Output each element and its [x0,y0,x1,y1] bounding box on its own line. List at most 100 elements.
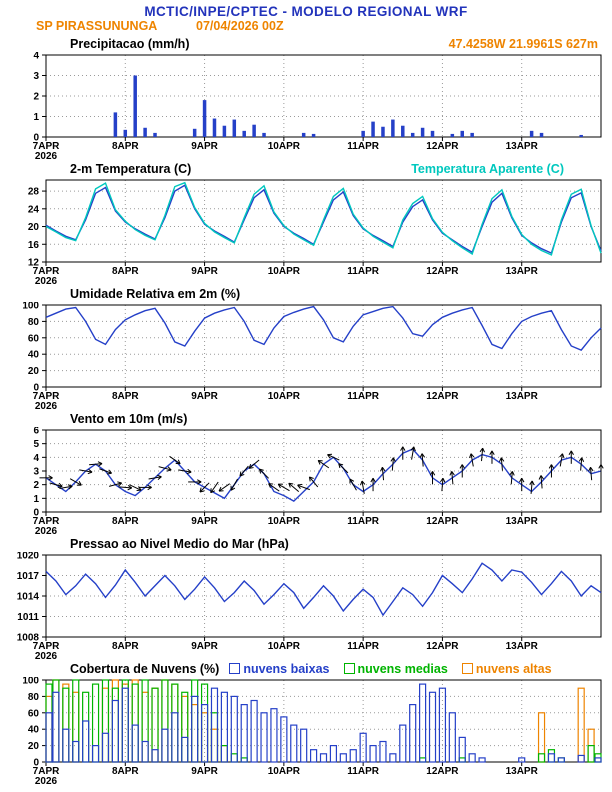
svg-text:11APR: 11APR [347,266,379,277]
legend-label-mid: nuvens medias [357,661,448,676]
svg-text:9APR: 9APR [191,766,218,777]
panel-humidity: Umidade Relativa em 2m (%) 0 20 40 60 80 100 7… [0,285,612,410]
panel-pressure-title: Pressao ao Nivel Medio do Mar (hPa) [70,536,289,551]
svg-text:11APR: 11APR [347,391,379,402]
svg-text:60: 60 [28,333,40,344]
legend-clouds-high: nuvens altas [461,661,552,676]
svg-text:4: 4 [33,453,39,464]
svg-text:13APR: 13APR [506,516,539,527]
svg-text:12APR: 12APR [426,266,459,277]
svg-text:11APR: 11APR [347,141,379,152]
svg-text:80: 80 [28,692,40,703]
panel-clouds-head: Cobertura de Nuvens (%) nuvens baixas nu… [0,660,612,677]
svg-text:9APR: 9APR [191,391,218,402]
svg-text:13APR: 13APR [506,766,539,777]
svg-text:0: 0 [33,133,39,144]
svg-text:8APR: 8APR [112,266,139,277]
svg-text:10APR: 10APR [268,141,301,152]
panel-pressure-head: Pressao ao Nivel Medio do Mar (hPa) [0,535,612,552]
panel-clouds: Cobertura de Nuvens (%) nuvens baixas nu… [0,660,612,785]
svg-text:8APR: 8APR [112,141,139,152]
svg-text:3: 3 [33,467,39,478]
svg-text:12APR: 12APR [426,141,459,152]
svg-text:16: 16 [28,240,40,251]
svg-text:12APR: 12APR [426,641,459,652]
svg-text:8APR: 8APR [112,641,139,652]
svg-text:9APR: 9APR [191,641,218,652]
legend-swatch-low [229,663,241,674]
svg-text:100: 100 [22,677,39,687]
svg-text:10APR: 10APR [268,391,301,402]
svg-text:8APR: 8APR [112,516,139,527]
legend-label-high: nuvens altas [475,661,552,676]
svg-text:7APR: 7APR [33,391,60,402]
svg-text:2026: 2026 [35,276,58,285]
svg-text:0: 0 [33,383,39,394]
svg-text:20: 20 [28,366,40,377]
svg-text:11APR: 11APR [347,766,379,777]
model-title: MCTIC/INPE/CPTEC - MODELO REGIONAL WRF [144,4,468,19]
svg-text:9APR: 9APR [191,141,218,152]
panel-clouds-title: Cobertura de Nuvens (%) [70,661,220,676]
svg-text:80: 80 [28,317,40,328]
cloud-legend: nuvens baixas nuvens medias nuvens altas [229,661,552,676]
page-header: MCTIC/INPE/CPTEC - MODELO REGIONAL WRF S… [0,0,612,35]
panel-temperature-title: 2-m Temperatura (C) [70,161,192,176]
panel-wind-head: Vento em 10m (m/s) [0,410,612,427]
svg-text:40: 40 [28,725,40,736]
svg-text:7APR: 7APR [33,516,60,527]
svg-text:10APR: 10APR [268,516,301,527]
panel-pressure: Pressao ao Nivel Medio do Mar (hPa) 1008… [0,535,612,660]
panel-precipitation-title: Precipitacao (mm/h) [70,36,190,51]
svg-text:24: 24 [28,204,40,215]
svg-text:5: 5 [33,439,39,450]
svg-text:11APR: 11APR [347,516,379,527]
svg-text:9APR: 9APR [191,266,218,277]
station-coordinates: 47.4258W 21.9961S 627m [448,36,598,51]
svg-text:2026: 2026 [35,151,58,160]
svg-text:4: 4 [33,52,39,62]
svg-text:12APR: 12APR [426,766,459,777]
svg-text:10APR: 10APR [268,266,301,277]
svg-text:12APR: 12APR [426,516,459,527]
svg-text:3: 3 [33,71,39,82]
panel-humidity-title: Umidade Relativa em 2m (%) [70,286,241,301]
svg-text:60: 60 [28,708,40,719]
svg-text:1011: 1011 [17,612,39,623]
svg-text:11APR: 11APR [347,641,379,652]
svg-text:10APR: 10APR [268,641,301,652]
panel-precipitation: Precipitacao (mm/h) 47.4258W 21.9961S 62… [0,35,612,160]
svg-text:40: 40 [28,350,40,361]
svg-text:13APR: 13APR [506,141,539,152]
svg-text:1020: 1020 [17,552,40,562]
apparent-temperature-legend: Temperatura Aparente (C) [411,161,564,176]
svg-text:6: 6 [33,427,39,437]
svg-text:12APR: 12APR [426,391,459,402]
panel-wind: Vento em 10m (m/s) 0 1 2 3 4 5 6 7APR 2026 8APR 9A… [0,410,612,535]
svg-text:2: 2 [33,480,39,491]
legend-swatch-mid [343,663,355,674]
svg-text:10APR: 10APR [268,766,301,777]
svg-text:13APR: 13APR [506,391,539,402]
svg-text:13APR: 13APR [506,641,539,652]
svg-text:20: 20 [28,741,40,752]
svg-text:1: 1 [33,494,39,505]
station-name: SP PIRASSUNUNGA [36,19,158,33]
svg-text:8APR: 8APR [112,766,139,777]
panel-humidity-head: Umidade Relativa em 2m (%) [0,285,612,302]
svg-text:12: 12 [28,258,40,269]
legend-label-low: nuvens baixas [243,661,330,676]
svg-text:1: 1 [33,112,39,123]
svg-text:2026: 2026 [35,776,58,785]
legend-swatch-high [461,663,473,674]
header-row: SP PIRASSUNUNGA 07/04/2026 00Z [0,19,612,35]
svg-text:1014: 1014 [17,592,40,603]
svg-text:2026: 2026 [35,401,58,410]
panel-precipitation-head: Precipitacao (mm/h) 47.4258W 21.9961S 62… [0,35,612,52]
svg-text:8APR: 8APR [112,391,139,402]
